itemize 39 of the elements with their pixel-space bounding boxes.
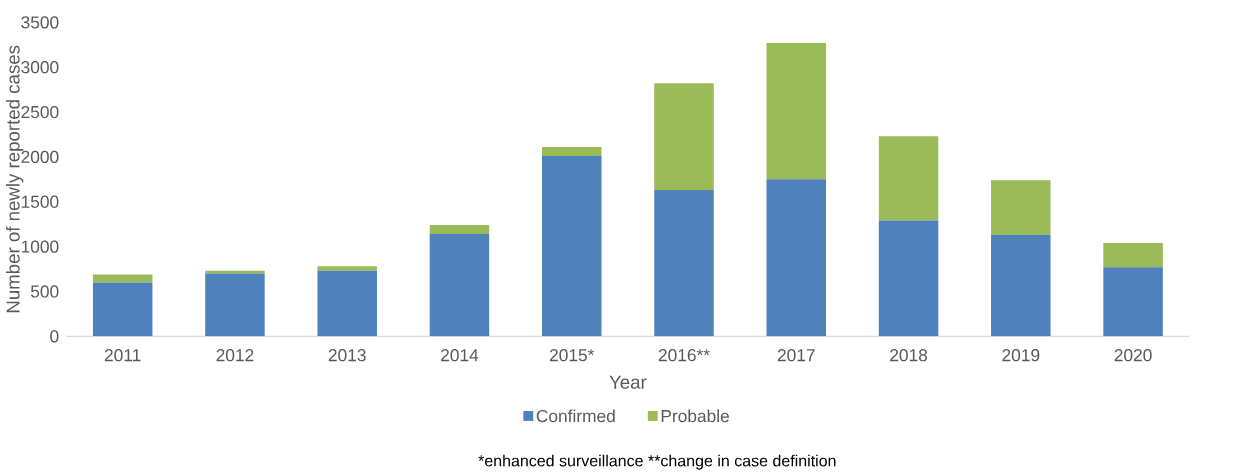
bar: [991, 234, 1051, 337]
bar: [654, 83, 714, 191]
x-tick-label: 2018: [890, 349, 928, 362]
x-axis-title: Year: [609, 375, 647, 389]
bar: [991, 180, 1051, 235]
x-tick-label: 2014: [441, 349, 479, 362]
bar: [878, 136, 939, 221]
x-tick-label: 2012: [216, 349, 254, 362]
y-tick-label: 3500: [21, 16, 59, 29]
x-tick-label: 2019: [1002, 349, 1040, 362]
bar: [1103, 267, 1163, 337]
y-tick-label: 1000: [21, 240, 59, 253]
bar: [766, 42, 827, 180]
x-tick-label: 2011: [104, 349, 141, 362]
x-tick-label: 2013: [328, 349, 366, 362]
x-tick-label: 2017: [777, 349, 815, 362]
legend-label: Confirmed: [536, 409, 615, 423]
x-tick-label: 2016**: [658, 349, 710, 362]
bar: [317, 270, 377, 337]
y-tick-label: 0: [50, 330, 59, 343]
bar: [541, 147, 602, 157]
bar: [878, 220, 939, 337]
y-tick-label: 500: [30, 285, 59, 298]
bar: [205, 273, 265, 337]
text: *enhanced surveillance **change in case definition: [478, 454, 836, 470]
x-tick-label: 2015*: [549, 349, 595, 362]
bar: [92, 282, 153, 337]
x-tick-label: 2020: [1114, 349, 1152, 362]
bar: [205, 270, 265, 274]
bar: [317, 266, 377, 271]
bar: [541, 156, 602, 337]
y-tick-label: 1500: [21, 195, 59, 208]
legend-label: Probable: [661, 409, 729, 423]
bar: [1103, 243, 1163, 268]
bar: [429, 234, 490, 337]
bar: [92, 274, 153, 283]
bar: [766, 179, 827, 337]
bar: [429, 225, 490, 235]
bar: [654, 190, 714, 337]
